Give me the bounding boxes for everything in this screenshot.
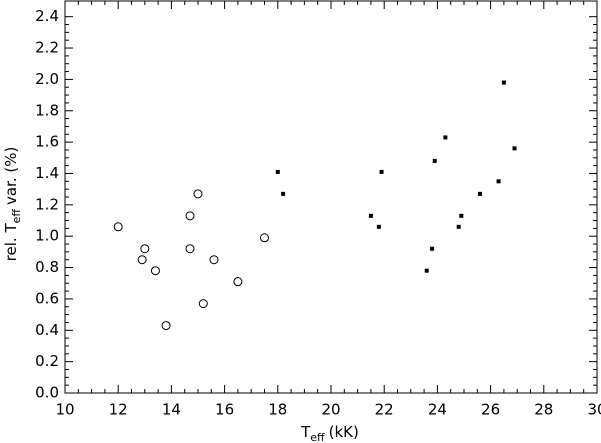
x-tick-label: 28	[534, 401, 553, 419]
y-tick-label: 0.6	[35, 289, 59, 307]
square-point	[432, 158, 437, 163]
y-tick-label: 2.0	[35, 70, 59, 88]
x-label-rest: (kK)	[329, 423, 359, 441]
x-tick-label: 26	[481, 401, 500, 419]
y-tick-label: 0.4	[35, 321, 59, 339]
y-tick-label: 1.6	[35, 133, 59, 151]
open-circle-point	[113, 222, 123, 232]
square-point	[368, 213, 373, 218]
open-circle-point	[193, 189, 203, 199]
square-point	[281, 191, 286, 196]
x-tick-label: 14	[162, 401, 181, 419]
square-point	[496, 179, 501, 184]
open-circle-point	[150, 266, 160, 276]
y-axis-label: rel. Teff var. (%)	[2, 147, 23, 262]
square-point	[512, 146, 517, 151]
square-point	[430, 246, 435, 251]
y-label-sub: eff	[10, 209, 23, 224]
y-tick-label: 0.8	[35, 258, 59, 276]
y-tick-label: 0.2	[35, 352, 59, 370]
x-tick-label: 18	[268, 401, 287, 419]
x-tick-label: 30	[587, 401, 601, 419]
x-tick-label: 22	[375, 401, 394, 419]
y-label-main: rel. T	[2, 223, 20, 262]
square-point	[459, 213, 464, 218]
open-circle-point	[209, 255, 219, 265]
y-tick-label: 0.0	[35, 384, 59, 402]
square-point	[424, 268, 429, 273]
x-tick-label: 10	[55, 401, 74, 419]
square-point	[379, 169, 384, 174]
square-point	[456, 224, 461, 229]
x-tick-label: 12	[109, 401, 128, 419]
open-circle-point	[161, 321, 171, 331]
square-point	[443, 135, 448, 140]
y-tick-label: 2.2	[35, 39, 59, 57]
x-axis-label: Teff (kK)	[300, 423, 359, 443]
x-label-main: T	[300, 423, 311, 441]
open-circle-point	[233, 277, 243, 287]
open-circle-point	[137, 255, 147, 265]
x-tick-label: 20	[321, 401, 340, 419]
y-tick-label: 1.4	[35, 164, 59, 182]
open-circle-point	[260, 233, 269, 243]
y-tick-label: 1.0	[35, 227, 59, 245]
y-label-rest: var. (%)	[2, 147, 20, 205]
x-tick-label: 16	[215, 401, 234, 419]
square-point	[275, 169, 280, 174]
y-tick-label: 1.2	[35, 195, 59, 213]
x-tick-label: 24	[428, 401, 447, 419]
open-circle-point	[198, 299, 208, 309]
open-circle-point	[185, 244, 195, 254]
y-tick-label: 2.4	[35, 7, 59, 25]
square-point	[501, 80, 506, 85]
open-circle-point	[185, 211, 195, 221]
open-circle-point	[140, 244, 150, 254]
y-tick-label: 1.8	[35, 101, 59, 119]
x-label-sub: eff	[310, 431, 325, 443]
square-point	[376, 224, 381, 229]
square-point	[477, 191, 482, 196]
plot-frame	[64, 0, 598, 394]
